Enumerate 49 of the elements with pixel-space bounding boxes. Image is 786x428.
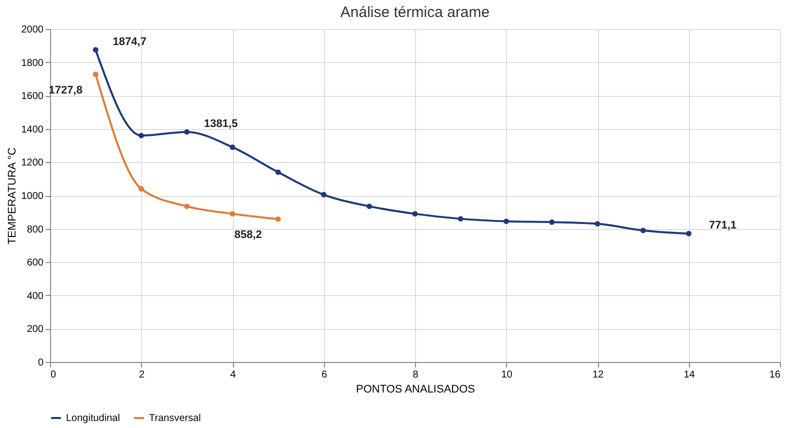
x-tick-label: 8 bbox=[412, 370, 419, 380]
point bbox=[184, 204, 190, 210]
point bbox=[549, 219, 555, 225]
x-tick-label: 10 bbox=[501, 370, 513, 380]
y-axis-title: TEMPERATURA °C bbox=[6, 147, 18, 245]
x-tick-label: 14 bbox=[684, 370, 696, 380]
point bbox=[92, 72, 98, 78]
x-tick-label: 0 bbox=[50, 370, 56, 380]
y-tick-label: 0 bbox=[38, 358, 44, 368]
point bbox=[412, 211, 418, 217]
y-tick-label: 1000 bbox=[21, 191, 44, 202]
y-tick-label: 200 bbox=[26, 324, 44, 336]
x-tick-label: 16 bbox=[769, 370, 781, 380]
point bbox=[275, 216, 281, 222]
x-axis-title: PONTOS ANALISADOS bbox=[356, 384, 476, 396]
x-tick-label: 2 bbox=[138, 370, 145, 380]
legend-label: Transversal bbox=[149, 413, 201, 424]
x-tick-label: 6 bbox=[321, 370, 328, 380]
point bbox=[230, 144, 236, 150]
y-tick-label: 2000 bbox=[21, 24, 44, 36]
x-tick-label: 4 bbox=[230, 370, 236, 380]
point bbox=[640, 228, 646, 234]
legend-label: Longitudinal bbox=[66, 413, 120, 424]
y-tick-label: 600 bbox=[26, 258, 44, 269]
data-label: 771,1 bbox=[708, 220, 737, 232]
y-tick-label: 400 bbox=[26, 290, 44, 302]
point bbox=[686, 230, 692, 236]
y-tick-label: 1400 bbox=[21, 124, 44, 136]
point bbox=[321, 192, 326, 198]
data-label: 1874,7 bbox=[112, 36, 146, 48]
y-tick-label: 1600 bbox=[21, 91, 44, 102]
x-tick-label: 12 bbox=[592, 370, 604, 380]
data-label: 1381,5 bbox=[204, 118, 238, 130]
point bbox=[504, 218, 509, 224]
data-label: 1727,8 bbox=[48, 84, 82, 96]
point bbox=[184, 129, 190, 135]
point bbox=[92, 47, 98, 53]
point bbox=[230, 211, 236, 217]
point bbox=[138, 186, 144, 192]
chart-title: Análise térmica arame bbox=[340, 4, 490, 21]
data-label: 858,2 bbox=[234, 229, 262, 242]
y-tick-label: 1200 bbox=[21, 158, 44, 169]
point bbox=[366, 204, 372, 210]
y-tick-label: 800 bbox=[26, 224, 44, 236]
point bbox=[458, 216, 464, 222]
y-tick-label: 1800 bbox=[21, 58, 44, 69]
point bbox=[275, 169, 281, 175]
point bbox=[594, 221, 600, 227]
point bbox=[138, 132, 144, 138]
